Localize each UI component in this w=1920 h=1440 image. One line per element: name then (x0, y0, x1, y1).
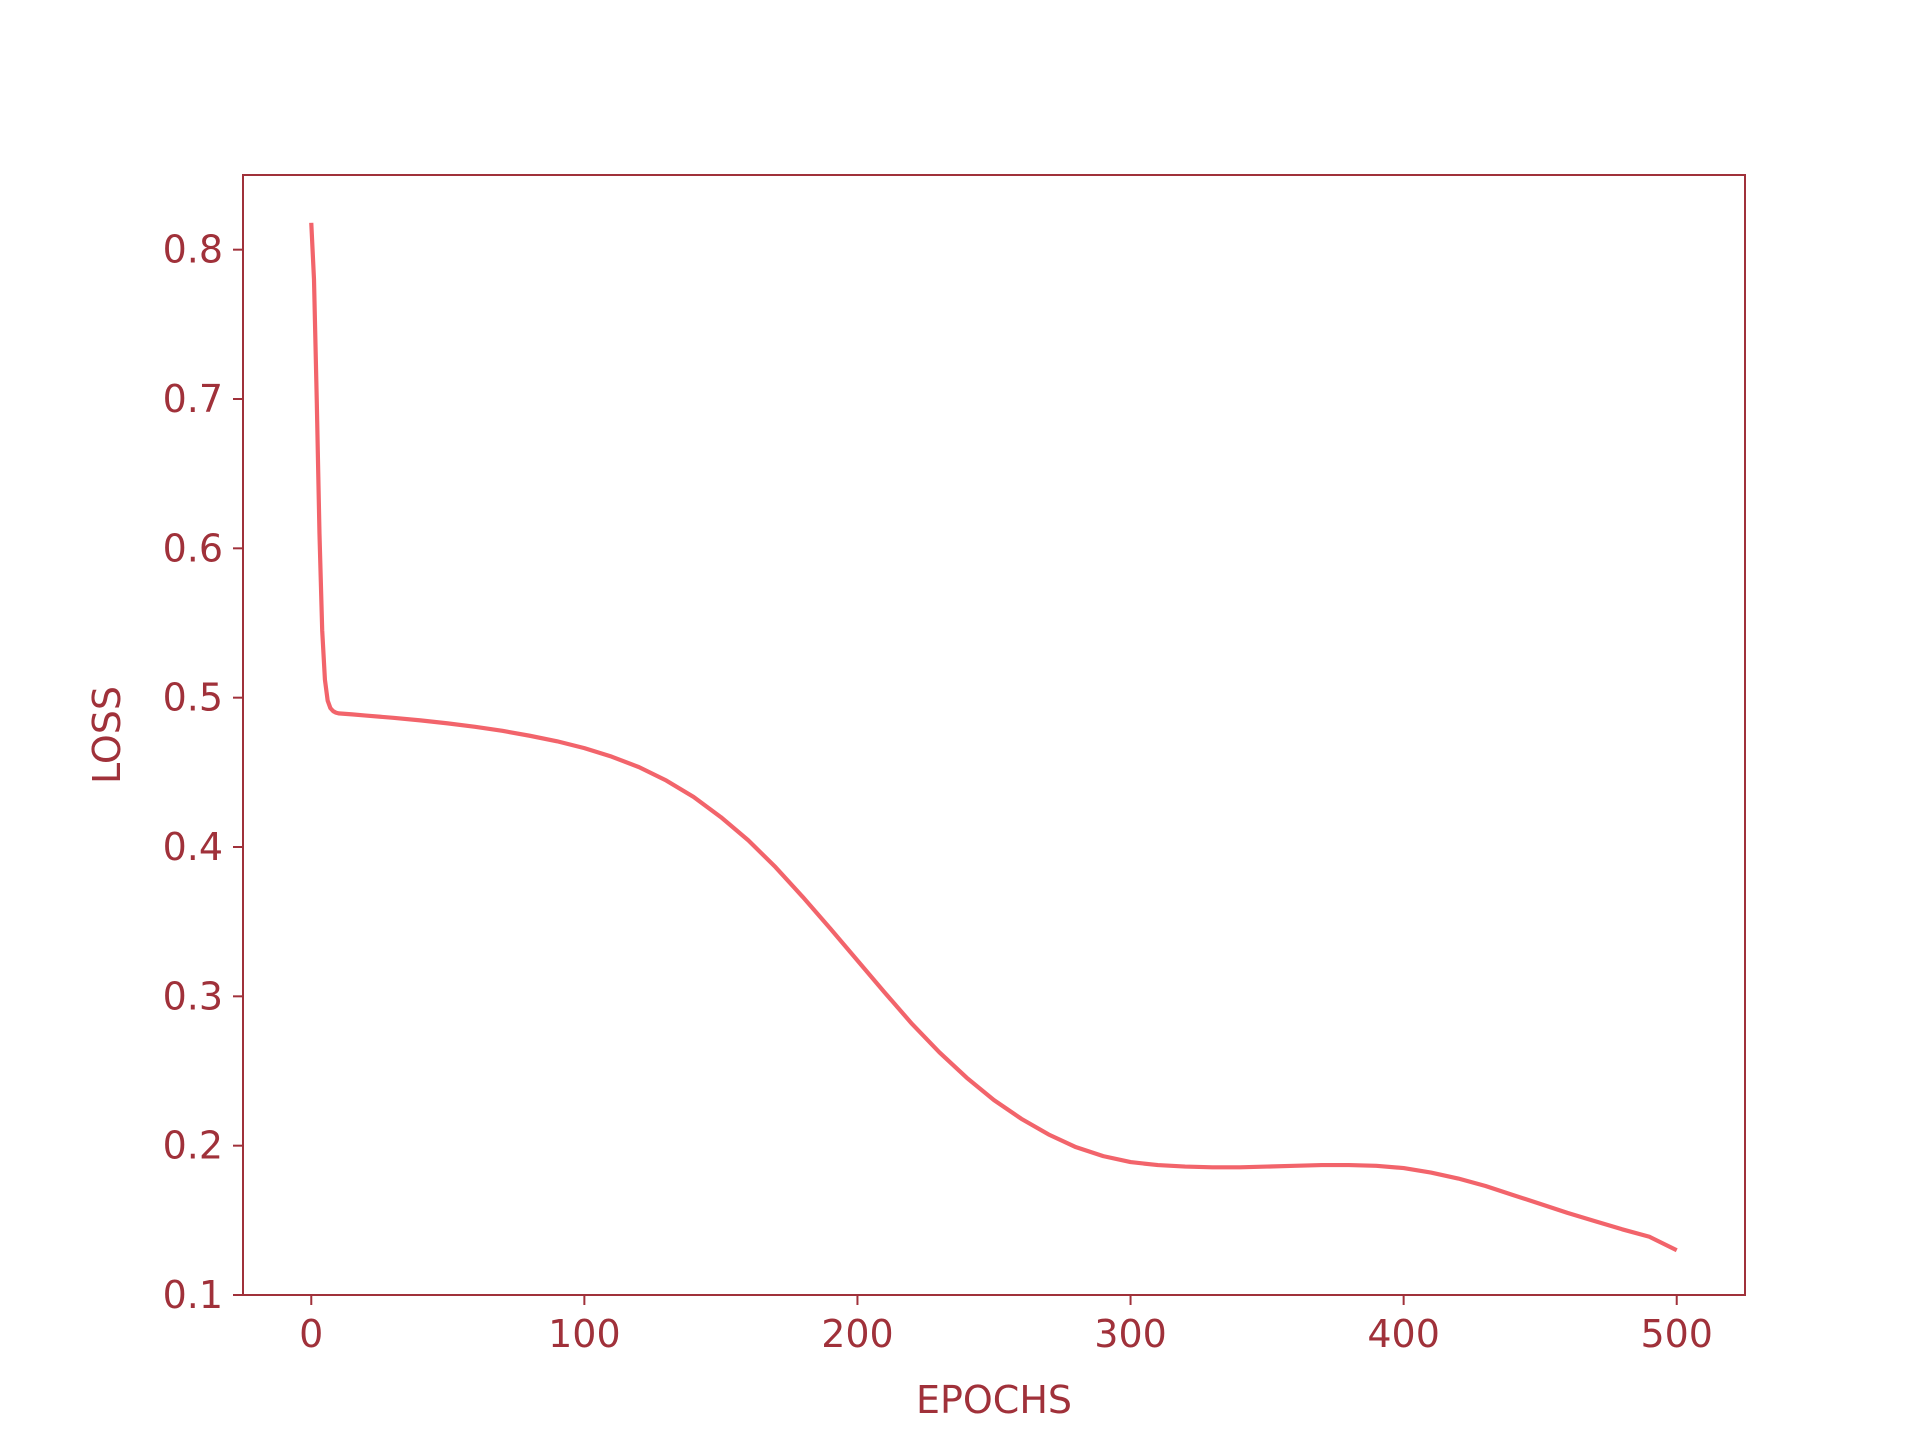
x-axis-ticks: 0 100 200 300 400 500 (299, 1295, 1713, 1356)
x-axis-label: EPOCHS (916, 1378, 1072, 1422)
x-tick-label: 200 (821, 1312, 894, 1356)
y-tick-label: 0.4 (163, 825, 223, 869)
plot-area-frame (242, 174, 1746, 1296)
y-tick-label: 0.3 (163, 974, 223, 1018)
y-tick-label: 0.6 (163, 526, 223, 570)
y-tick-label: 0.7 (163, 377, 223, 421)
x-tick-label: 400 (1367, 1312, 1440, 1356)
x-tick-label: 0 (299, 1312, 323, 1356)
y-tick-label: 0.2 (163, 1124, 223, 1168)
x-tick-label: 300 (1094, 1312, 1167, 1356)
x-tick-label: 500 (1640, 1312, 1713, 1356)
y-tick-label: 0.5 (163, 676, 223, 720)
y-axis-ticks: 0.1 0.2 0.3 0.4 0.5 0.6 0.7 0.8 (163, 228, 243, 1317)
x-tick-label: 100 (548, 1312, 621, 1356)
y-tick-label: 0.8 (163, 228, 223, 272)
y-axis-label: LOSS (85, 686, 129, 784)
loss-series-line (309, 222, 1678, 1253)
y-tick-label: 0.1 (163, 1273, 223, 1317)
